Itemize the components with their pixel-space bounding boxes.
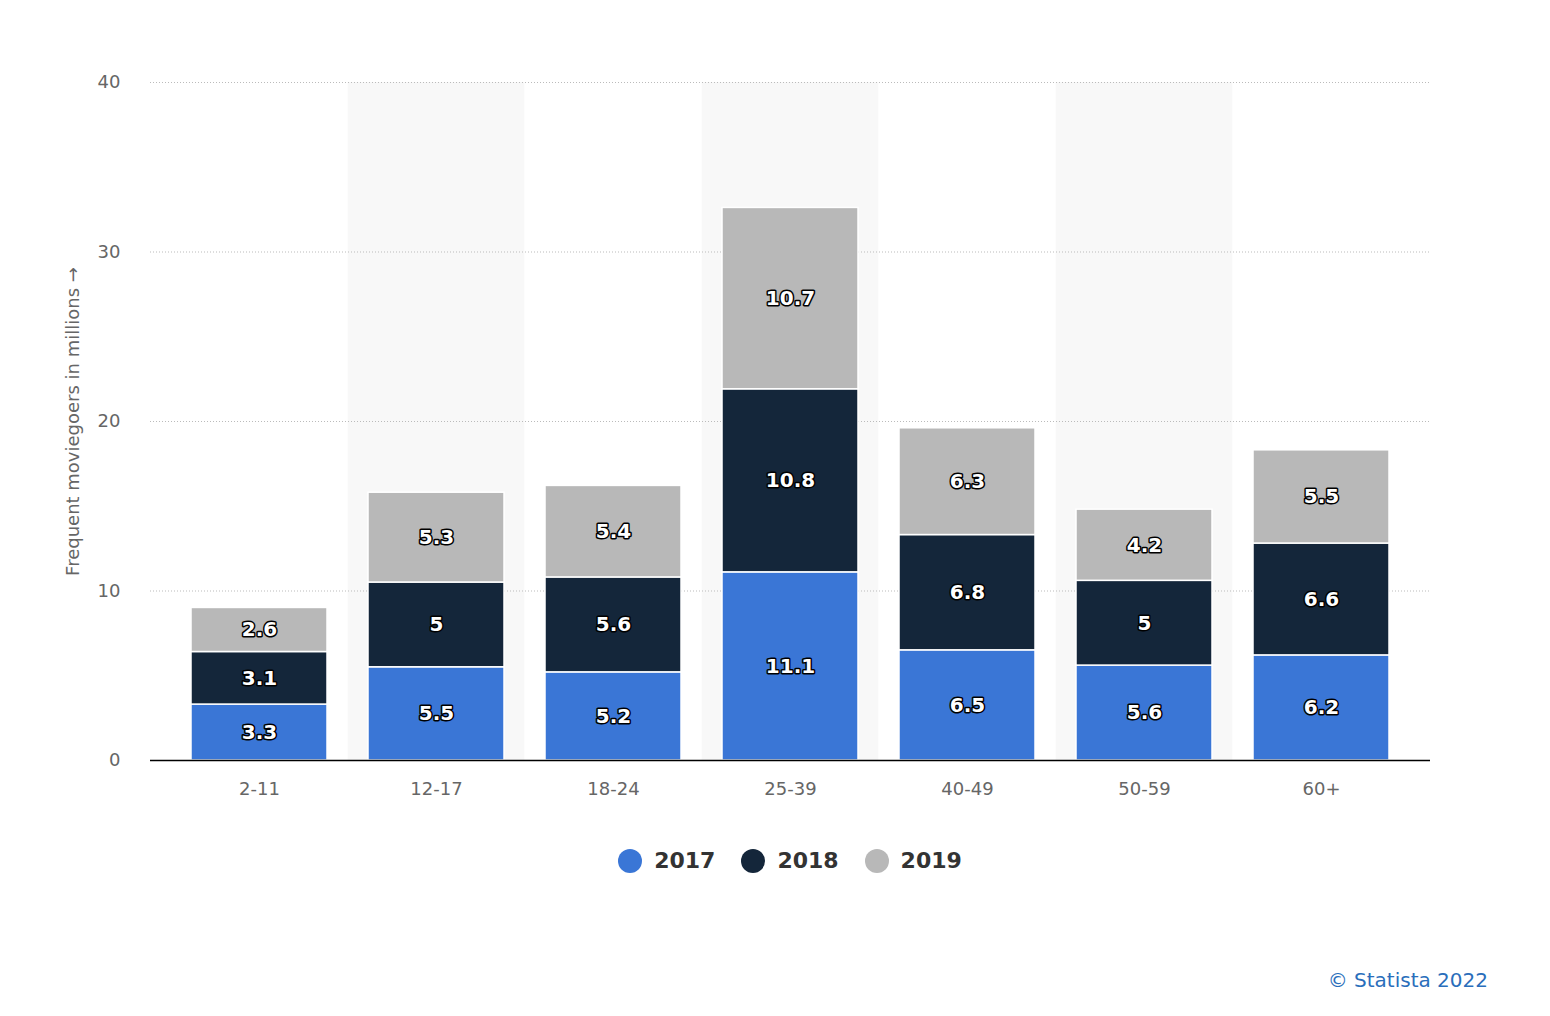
svg-text:5.4: 5.4 — [596, 519, 631, 543]
svg-text:10: 10 — [98, 580, 121, 601]
html-text:2019: 2019 — [900, 848, 962, 873]
svg-text:6.5: 6.5 — [950, 693, 985, 717]
svg-text:40-49: 40-49 — [941, 778, 993, 799]
svg-text:6.8: 6.8 — [950, 580, 985, 604]
svg-text:5: 5 — [1138, 611, 1152, 635]
html-text:2018: 2018 — [777, 848, 839, 873]
svg-text:11.1: 11.1 — [766, 654, 815, 678]
svg-text:5: 5 — [430, 612, 444, 636]
svg-text:5.3: 5.3 — [419, 525, 454, 549]
svg-text:6.3: 6.3 — [950, 469, 985, 493]
svg-text:5.6: 5.6 — [1127, 700, 1162, 724]
svg-text:10.8: 10.8 — [766, 468, 815, 492]
svg-text:60+: 60+ — [1303, 778, 1341, 799]
svg-text:12-17: 12-17 — [410, 778, 462, 799]
svg-text:6.6: 6.6 — [1304, 587, 1339, 611]
svg-text:6.2: 6.2 — [1304, 695, 1339, 719]
svg-text:3.1: 3.1 — [242, 666, 277, 690]
svg-text:30: 30 — [98, 241, 121, 262]
svg-text:3.3: 3.3 — [242, 720, 277, 744]
svg-text:5.2: 5.2 — [596, 704, 631, 728]
svg-text:5.5: 5.5 — [419, 701, 454, 725]
svg-text:5.6: 5.6 — [596, 612, 631, 636]
svg-text:18-24: 18-24 — [587, 778, 639, 799]
svg-text:Frequent moviegoers in million: Frequent moviegoers in millions → — [62, 267, 83, 576]
svg-text:4.2: 4.2 — [1127, 533, 1162, 557]
svg-text:25-39: 25-39 — [764, 778, 816, 799]
svg-text:10.7: 10.7 — [766, 286, 815, 310]
svg-text:20: 20 — [98, 410, 121, 431]
html-text:2017: 2017 — [654, 848, 716, 873]
svg-text:50-59: 50-59 — [1118, 778, 1170, 799]
svg-text:5.5: 5.5 — [1304, 484, 1339, 508]
svg-text:0: 0 — [109, 749, 120, 770]
svg-text:40: 40 — [98, 71, 121, 92]
html-text:© Statista 2022: © Statista 2022 — [1327, 968, 1488, 992]
svg-text:2-11: 2-11 — [239, 778, 280, 799]
svg-text:2.6: 2.6 — [242, 617, 277, 641]
